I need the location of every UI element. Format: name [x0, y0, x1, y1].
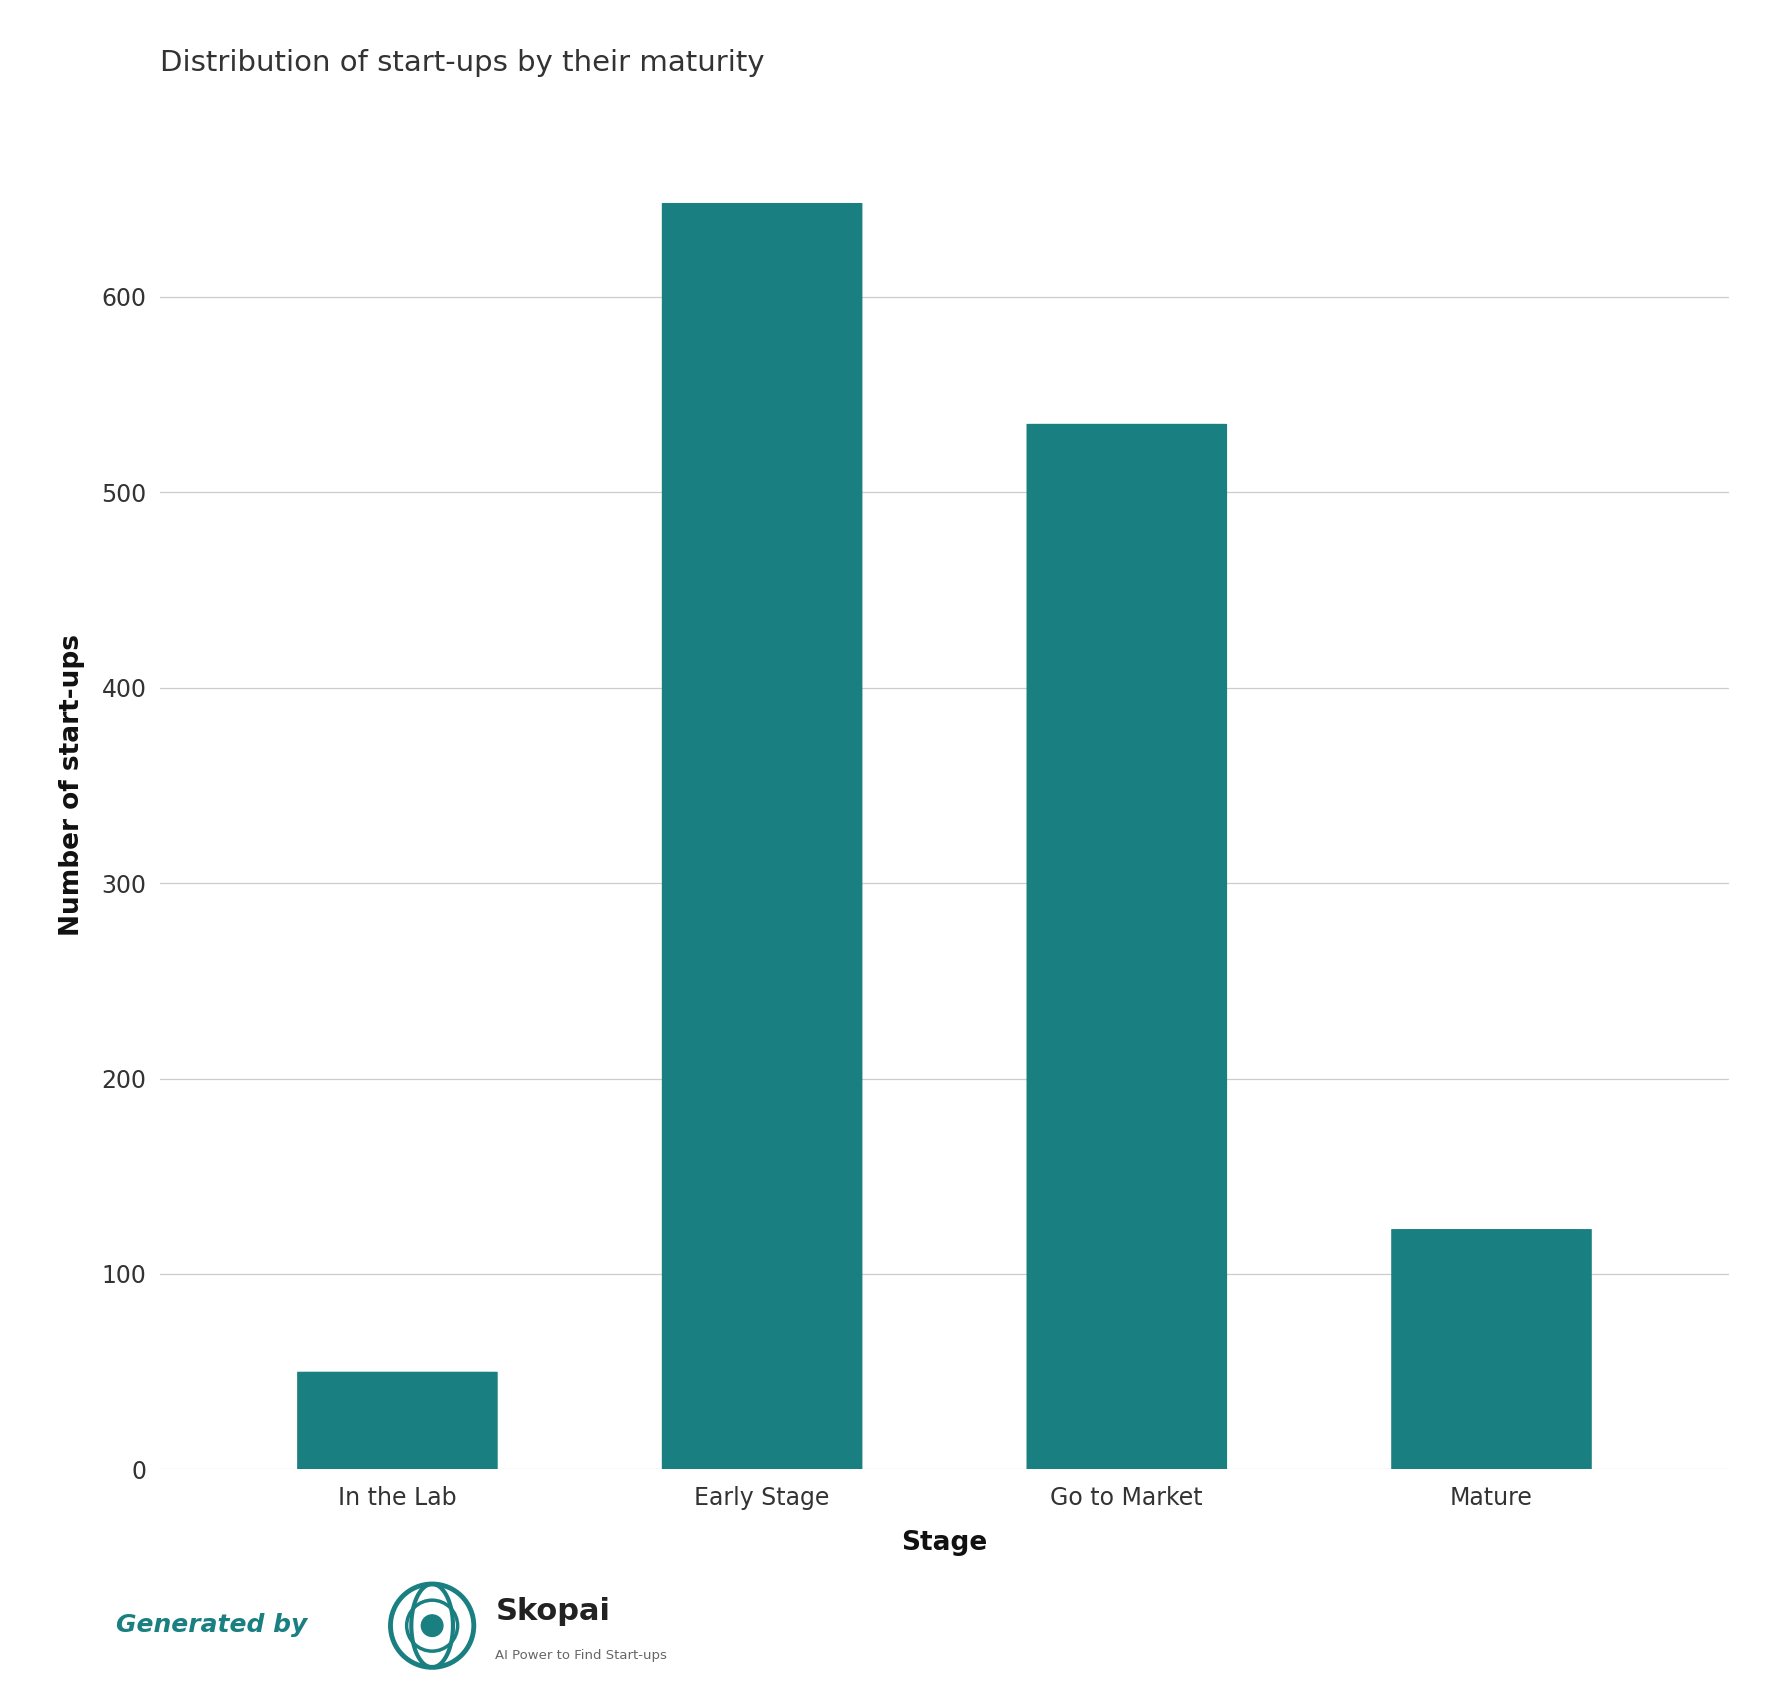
Text: Generated by: Generated by — [116, 1613, 307, 1637]
FancyBboxPatch shape — [298, 1371, 497, 1469]
Text: AI Power to Find Start-ups: AI Power to Find Start-ups — [495, 1648, 666, 1662]
X-axis label: Stage: Stage — [902, 1530, 987, 1556]
Text: Skopai: Skopai — [495, 1596, 611, 1627]
FancyBboxPatch shape — [1392, 1230, 1591, 1469]
FancyBboxPatch shape — [1026, 424, 1228, 1469]
Y-axis label: Number of start-ups: Number of start-ups — [59, 635, 84, 936]
Text: Distribution of start-ups by their maturity: Distribution of start-ups by their matur… — [160, 49, 764, 76]
Circle shape — [421, 1615, 444, 1637]
FancyBboxPatch shape — [661, 203, 862, 1469]
